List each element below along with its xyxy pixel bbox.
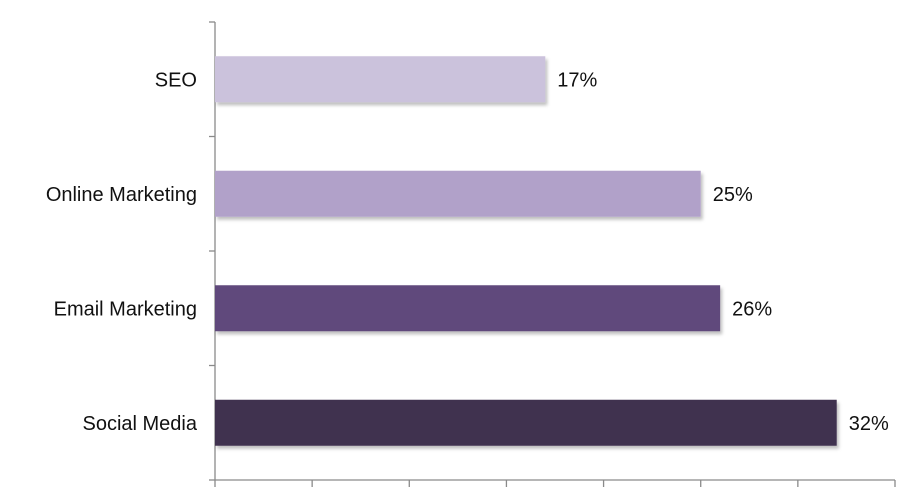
- bar-social-media: [215, 399, 837, 446]
- bar-seo: [215, 56, 546, 103]
- value-label: 25%: [713, 184, 753, 206]
- bar-email-marketing: [215, 285, 721, 332]
- labels: SEO 17% Online Marketing 25% Email Marketing…: [46, 69, 889, 435]
- bar-online-marketing: [215, 170, 701, 217]
- value-label: 17%: [557, 69, 597, 91]
- category-label: Online Marketing: [46, 184, 197, 206]
- category-label: Email Marketing: [54, 298, 197, 320]
- category-label: SEO: [155, 69, 197, 91]
- bars: [215, 56, 837, 446]
- value-label: 32%: [849, 413, 889, 435]
- category-label: Social Media: [82, 413, 197, 435]
- value-label: 26%: [732, 298, 772, 320]
